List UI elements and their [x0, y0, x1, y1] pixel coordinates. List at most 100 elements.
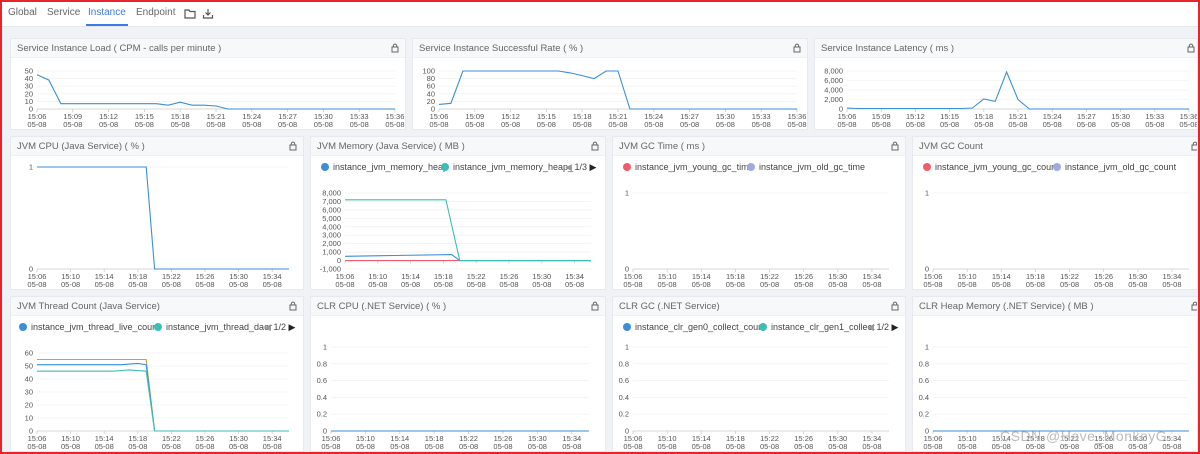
legend-item[interactable]: instance_clr_gen1_collect: [759, 322, 875, 332]
y-tick-label: 0: [925, 265, 929, 274]
y-tick-label: 30: [25, 82, 33, 91]
y-tick-label: 0.6: [317, 376, 327, 385]
lock-icon[interactable]: [1191, 141, 1198, 151]
lock-icon[interactable]: [891, 301, 899, 311]
panel-title: CLR CPU (.NET Service) ( % ): [317, 301, 447, 312]
lock-icon[interactable]: [391, 43, 399, 53]
x-tick-label: 15:30: [532, 272, 551, 281]
x-tick-date: 05-08: [787, 120, 806, 129]
lock-icon[interactable]: [591, 301, 599, 311]
x-tick-label: 15:06: [28, 112, 47, 121]
pager-next-icon[interactable]: ▶: [589, 162, 597, 172]
x-tick-date: 05-08: [872, 120, 891, 129]
pager-text: 1/3: [574, 162, 587, 172]
x-tick-date: 05-08: [565, 280, 584, 289]
lock-icon[interactable]: [891, 141, 899, 151]
series-line: [36, 74, 395, 110]
pager-prev-icon[interactable]: ◀: [867, 322, 874, 332]
legend-item[interactable]: instance_jvm_old_gc_count: [1053, 162, 1176, 172]
x-tick-label: 15:06: [28, 434, 47, 443]
x-tick-label: 15:34: [565, 272, 584, 281]
series-line: [37, 369, 289, 432]
lock-icon[interactable]: [289, 301, 297, 311]
x-tick-label: 15:21: [609, 112, 628, 121]
x-tick-date: 05-08: [434, 280, 453, 289]
y-tick-label: 1: [625, 343, 629, 352]
x-tick-date: 05-08: [692, 442, 711, 451]
chart-legend: instance_jvm_young_gc_time instance_jvm_…: [613, 162, 905, 174]
x-tick-label: 15:21: [1009, 112, 1028, 121]
tab-service[interactable]: Service: [47, 7, 81, 18]
x-tick-date: 05-08: [390, 442, 409, 451]
x-tick-label: 15:22: [162, 434, 181, 443]
pager-next-icon[interactable]: ▶: [891, 322, 899, 332]
x-tick-label: 15:09: [63, 112, 82, 121]
folder-icon[interactable]: [184, 8, 196, 19]
x-tick-label: 15:36: [1180, 112, 1198, 121]
panel-header: [413, 39, 807, 58]
x-tick-label: 15:30: [528, 434, 547, 443]
legend-item[interactable]: instance_jvm_young_gc_time: [623, 162, 754, 172]
chart-area: 0115:0605-0815:1005-0815:1405-0815:1805-…: [923, 189, 1189, 289]
x-tick-date: 05-08: [128, 442, 147, 451]
x-tick-label: 15:30: [1111, 112, 1130, 121]
chart-legend: instance_jvm_young_gc_count instance_jvm…: [913, 162, 1197, 174]
x-tick-date: 05-08: [27, 442, 46, 451]
download-icon[interactable]: [202, 8, 214, 19]
legend-item[interactable]: instance_jvm_old_gc_time: [747, 162, 865, 172]
y-tick-label: 0.4: [619, 393, 629, 402]
panel-header: [613, 297, 905, 316]
tab-instance[interactable]: Instance: [86, 7, 128, 26]
legend-dot: [441, 163, 449, 171]
lock-icon[interactable]: [289, 141, 297, 151]
x-tick-label: 15:18: [726, 434, 745, 443]
x-tick-label: 15:27: [278, 112, 297, 121]
x-tick-label: 15:34: [1163, 434, 1182, 443]
panel-service-instance-latency: Service Instance Latency ( ms ) 0 2,000 4,…: [814, 38, 1198, 130]
x-tick-label: 15:34: [1163, 272, 1182, 281]
x-tick-date: 05-08: [974, 120, 993, 129]
x-tick-date: 05-08: [128, 280, 147, 289]
y-tick-label: 0: [337, 256, 341, 265]
tab-global[interactable]: Global: [8, 7, 37, 18]
x-tick-label: 15:09: [872, 112, 891, 121]
y-tick-label: 8,000: [824, 67, 843, 76]
lock-icon[interactable]: [1191, 301, 1198, 311]
x-tick-date: 05-08: [162, 442, 181, 451]
lock-icon[interactable]: [591, 141, 599, 151]
x-tick-label: 15:10: [368, 272, 387, 281]
series-line: [846, 70, 1189, 110]
pager-prev-icon[interactable]: ◀: [264, 322, 271, 332]
legend-item[interactable]: instance_jvm_memory_heap_: [441, 162, 573, 172]
x-tick-label: 15:18: [425, 434, 444, 443]
y-tick-label: 1,000: [322, 248, 341, 257]
x-tick-label: 15:15: [537, 112, 556, 121]
x-tick-date: 05-08: [862, 442, 881, 451]
panel-title: JVM Thread Count (Java Service): [17, 301, 160, 312]
legend-item[interactable]: instance_jvm_thread_daer: [154, 322, 272, 332]
tab-endpoint[interactable]: Endpoint: [136, 7, 176, 18]
chart-area: 00.20.40.60.8115:0605-0815:1005-0815:140…: [619, 343, 889, 451]
y-tick-label: 1: [925, 189, 929, 198]
pager-next-icon[interactable]: ▶: [288, 322, 296, 332]
legend-item[interactable]: instance_jvm_memory_heap: [321, 162, 448, 172]
legend-item[interactable]: instance_clr_gen0_collect_count: [623, 322, 766, 332]
legend-label: instance_jvm_old_gc_time: [759, 162, 866, 172]
pager-prev-icon[interactable]: ◀: [565, 162, 572, 172]
x-tick-date: 05-08: [658, 442, 677, 451]
x-tick-date: 05-08: [501, 120, 520, 129]
legend-item[interactable]: instance_jvm_thread_live_count: [19, 322, 160, 332]
legend-item[interactable]: instance_jvm_young_gc_count: [923, 162, 1059, 172]
x-tick-label: 15:30: [229, 272, 248, 281]
y-tick-label: 0: [323, 427, 327, 436]
top-tab-bar: Global Service Instance Endpoint: [2, 2, 1198, 27]
x-tick-date: 05-08: [499, 280, 518, 289]
chart-area: 00.20.40.60.8115:0605-0815:1005-0815:140…: [317, 343, 589, 451]
lock-icon[interactable]: [1187, 43, 1195, 53]
panel-jvm-gc-time: JVM GC Time ( ms ) instance_jvm_young_gc…: [612, 136, 906, 290]
lock-icon[interactable]: [793, 43, 801, 53]
y-tick-label: 0.2: [619, 410, 629, 419]
x-tick-date: 05-08: [837, 120, 856, 129]
chart-legend: instance_clr_gen0_collect_count instance…: [613, 322, 905, 334]
y-tick-label: 8,000: [322, 189, 341, 198]
